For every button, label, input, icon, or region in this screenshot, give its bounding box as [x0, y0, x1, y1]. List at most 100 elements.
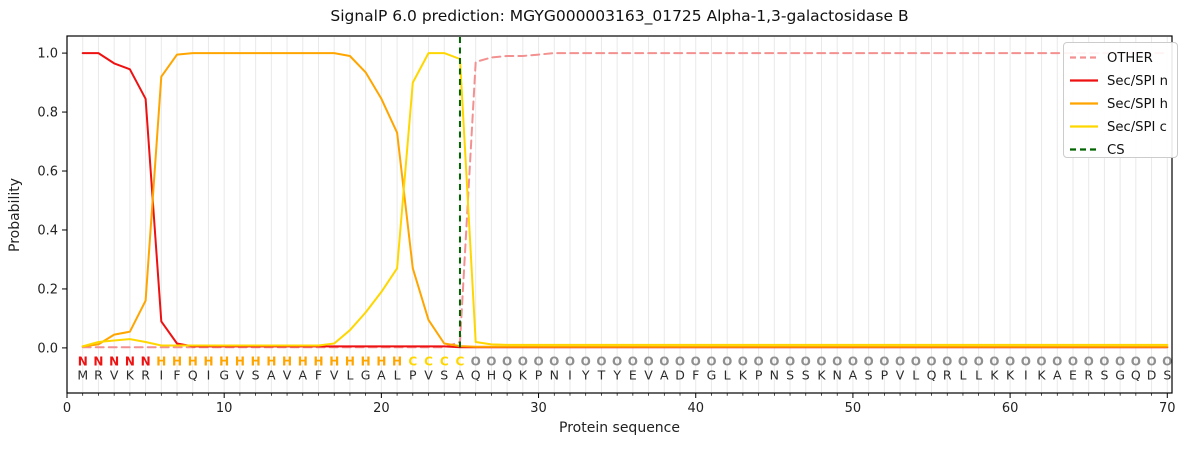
sequence-letter: A	[456, 368, 465, 383]
region-letter: O	[911, 355, 921, 369]
region-letter: O	[864, 355, 874, 369]
sequence-letter: F	[173, 368, 180, 383]
sequence-letter: A	[267, 368, 276, 383]
x-tick-label: 70	[1159, 401, 1176, 416]
sequence-letter: E	[1069, 368, 1077, 383]
sequence-letter: V	[330, 368, 339, 383]
region-letter: H	[219, 355, 229, 369]
sequence-letter: P	[755, 368, 763, 383]
legend-item-sec-spi-h: Sec/SPI h	[1070, 97, 1168, 112]
sequence-letter: A	[1053, 368, 1062, 383]
legend: OTHER Sec/SPI n Sec/SPI h Sec/SPI c CS	[1063, 42, 1178, 158]
region-letter: H	[361, 355, 371, 369]
region-letter: O	[879, 355, 889, 369]
x-tick-label: 20	[373, 401, 390, 416]
region-letter: O	[1084, 355, 1094, 369]
sequence-letter: G	[707, 368, 717, 383]
region-letter: C	[408, 355, 417, 369]
region-letter: N	[78, 355, 88, 369]
sequence-letter: L	[959, 368, 966, 383]
y-tick-label: 0.0	[37, 341, 58, 356]
region-letter: O	[974, 355, 984, 369]
sequence-letter: R	[141, 368, 150, 383]
region-letter: H	[235, 355, 245, 369]
grid-lines	[82, 37, 1168, 392]
region-letter: N	[93, 355, 103, 369]
sequence-letter: K	[990, 368, 999, 383]
sequence-letter: S	[440, 368, 448, 383]
x-tick-label: 40	[687, 401, 704, 416]
legend-item-sec-spi-n: Sec/SPI n	[1070, 74, 1168, 89]
sequence-letter: S	[865, 368, 873, 383]
sequence-letter: S	[1163, 368, 1171, 383]
legend-label: OTHER	[1107, 51, 1153, 66]
region-letter: O	[486, 355, 496, 369]
y-tick-label: 0.6	[37, 165, 58, 180]
sequence-letter: A	[298, 368, 307, 383]
region-letter: H	[313, 355, 323, 369]
sequence-letter: S	[786, 368, 794, 383]
sequence-letter: L	[346, 368, 353, 383]
region-letter: C	[424, 355, 433, 369]
region-letter: O	[581, 355, 591, 369]
region-letter: O	[1068, 355, 1078, 369]
x-tick-label: 30	[530, 401, 547, 416]
region-letter: O	[643, 355, 653, 369]
region-letter: O	[895, 355, 905, 369]
legend-item-other: OTHER	[1070, 51, 1153, 66]
region-letter: H	[203, 355, 213, 369]
region-letter: O	[1115, 355, 1125, 369]
region-letter: O	[785, 355, 795, 369]
sequence-letter: V	[424, 368, 433, 383]
sequence-letter: P	[881, 368, 889, 383]
sequence-letter: N	[833, 368, 842, 383]
sequence-letter: L	[394, 368, 401, 383]
legend-item-cs: CS	[1070, 143, 1125, 158]
region-letter: O	[691, 355, 701, 369]
sequence-letter: T	[597, 368, 606, 383]
legend-label: Sec/SPI h	[1107, 97, 1168, 112]
sequence-letter: V	[283, 368, 292, 383]
region-letter: N	[141, 355, 151, 369]
region-letter: O	[628, 355, 638, 369]
legend-label: CS	[1107, 143, 1125, 158]
region-letter: O	[738, 355, 748, 369]
region-letter: N	[109, 355, 119, 369]
sequence-letter: S	[252, 368, 260, 383]
region-letter: O	[706, 355, 716, 369]
sequence-letter: G	[361, 368, 371, 383]
region-letter: O	[565, 355, 575, 369]
region-letter: C	[456, 355, 465, 369]
sequence-letter: R	[94, 368, 103, 383]
x-tick-label: 0	[63, 401, 71, 416]
sequence-letter: L	[724, 368, 731, 383]
region-letter: O	[722, 355, 732, 369]
region-letter: O	[848, 355, 858, 369]
region-letter: H	[266, 355, 276, 369]
region-letter: O	[549, 355, 559, 369]
sequence-letter: G	[1115, 368, 1125, 383]
x-tick-label: 50	[845, 401, 862, 416]
sequence-letter: V	[644, 368, 653, 383]
sequence-letter: Y	[612, 368, 621, 383]
region-letter: O	[1131, 355, 1141, 369]
region-letter: H	[345, 355, 355, 369]
axes-frame	[66, 35, 1173, 394]
region-letter: O	[754, 355, 764, 369]
sequence-letter: Q	[927, 368, 937, 383]
y-tick-label: 0.4	[37, 223, 58, 238]
region-letter: O	[1021, 355, 1031, 369]
sequence-letter: S	[802, 368, 810, 383]
region-letter: O	[1162, 355, 1172, 369]
region-letter: H	[282, 355, 292, 369]
sequence-letter: N	[550, 368, 559, 383]
sequence-letter: V	[110, 368, 119, 383]
sequence-letter: D	[675, 368, 685, 383]
sequence-letter: P	[535, 368, 543, 383]
chart-title: SignalP 6.0 prediction: MGYG000003163_01…	[330, 7, 909, 25]
series-line-other	[81, 52, 1169, 349]
region-letter: O	[816, 355, 826, 369]
sequence-letter: A	[377, 368, 386, 383]
sequence-letter: N	[770, 368, 779, 383]
